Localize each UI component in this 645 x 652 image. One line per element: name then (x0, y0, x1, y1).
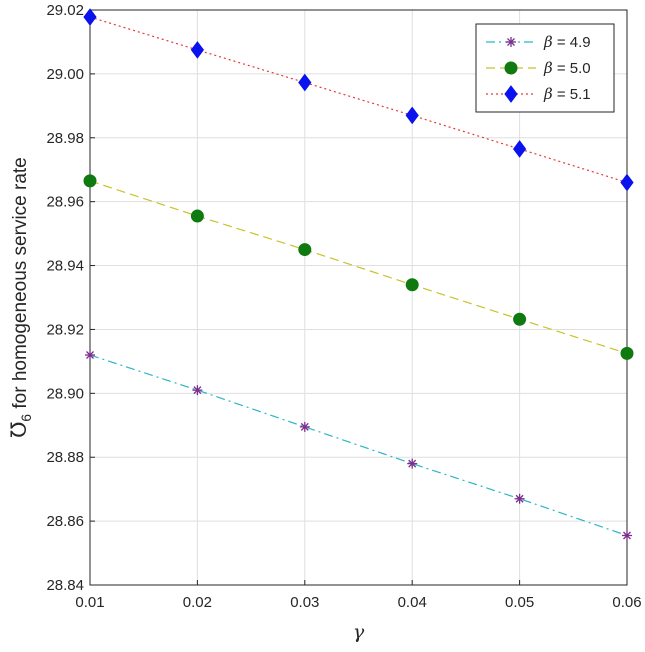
series-line (89, 16, 628, 184)
legend-entry-beta-4-9: β = 4.9 (486, 33, 591, 51)
legend-label: β = 4.9 (543, 33, 591, 51)
legend-entry-beta-5-0: β = 5.0 (486, 59, 591, 77)
marker-stroke (623, 531, 631, 540)
data-point (299, 421, 310, 432)
data-point (298, 73, 312, 92)
legend-label-value: = 5.1 (553, 86, 591, 103)
y-axis-label-rest: for homogeneous service rate (10, 157, 31, 414)
data-point (190, 209, 204, 223)
y-tick-label: 28.84 (46, 577, 84, 594)
plot-area (89, 9, 628, 586)
legend-box (475, 23, 615, 113)
data-point (83, 174, 97, 188)
axis-ticks: 0.01 0.02 0.03 0.04 0.05 0.06 28.84 28.86 28.88 2… (46, 2, 641, 611)
legend-marker (506, 37, 516, 47)
y-tick-label: 28.88 (46, 449, 84, 466)
marker-stroke (193, 386, 202, 395)
x-tick-label: 0.06 (612, 594, 641, 611)
marker-stroke (515, 494, 524, 503)
y-tick-label: 29.02 (46, 2, 84, 19)
marker-stroke (507, 38, 515, 46)
data-point (512, 140, 527, 158)
marker-stroke (86, 351, 94, 359)
y-axis-label-subscript: 6 (18, 414, 34, 422)
x-tick-label: 0.04 (398, 594, 427, 611)
data-point (405, 278, 419, 292)
y-axis-label-symbol: ℧ (8, 422, 31, 438)
x-axis-label: γ (353, 621, 365, 643)
data-point (83, 8, 97, 26)
y-axis-label: ℧6 for homogeneous service rate (8, 157, 34, 438)
marker-stroke (300, 422, 309, 431)
series-1 (83, 174, 634, 360)
legend-marker (504, 61, 518, 75)
y-tick-label: 29.00 (46, 66, 84, 83)
x-tick-label: 0.03 (290, 594, 319, 611)
data-point (622, 530, 632, 541)
y-tick-label: 28.86 (46, 513, 84, 530)
data-point (513, 312, 527, 326)
x-tick-label: 0.05 (505, 594, 534, 611)
data-point (192, 385, 203, 396)
legend-marker-shape (504, 85, 518, 103)
y-tick-label: 28.96 (46, 194, 84, 211)
y-axis-label-text: ℧6 for homogeneous service rate (8, 157, 34, 438)
legend-entry-beta-5-1: β = 5.1 (486, 85, 591, 103)
legend-marker-shape (506, 37, 516, 47)
data-point (407, 458, 418, 469)
data-point (298, 243, 312, 257)
series-line (89, 180, 628, 354)
series-2 (83, 8, 634, 192)
data-point (405, 106, 419, 125)
legend-label-symbol: β (543, 59, 553, 77)
data-point (85, 350, 95, 360)
marker-stroke (408, 459, 417, 468)
x-tick-label: 0.02 (183, 594, 212, 611)
series-group (83, 8, 634, 541)
x-tick-label: 0.01 (75, 594, 104, 611)
legend-label: β = 5.0 (543, 59, 591, 77)
data-point (620, 346, 634, 360)
legend-label-symbol: β (543, 33, 553, 51)
data-point (514, 493, 525, 504)
y-tick-label: 28.92 (46, 321, 84, 338)
data-point (190, 41, 205, 59)
data-point (620, 173, 634, 192)
series-0 (85, 350, 632, 541)
legend-marker (504, 85, 518, 103)
legend-marker-shape (504, 61, 518, 75)
legend: β = 4.9 β = 5.0 β = 5.1 (475, 23, 615, 113)
legend-label-symbol: β (543, 85, 553, 103)
grid (89, 9, 628, 586)
legend-label-value: = 5.0 (553, 60, 591, 77)
y-tick-label: 28.90 (46, 385, 84, 402)
y-tick-label: 28.98 (46, 130, 84, 147)
legend-label: β = 5.1 (543, 85, 591, 103)
y-tick-label: 28.94 (46, 258, 84, 275)
legend-label-value: = 4.9 (553, 34, 591, 51)
